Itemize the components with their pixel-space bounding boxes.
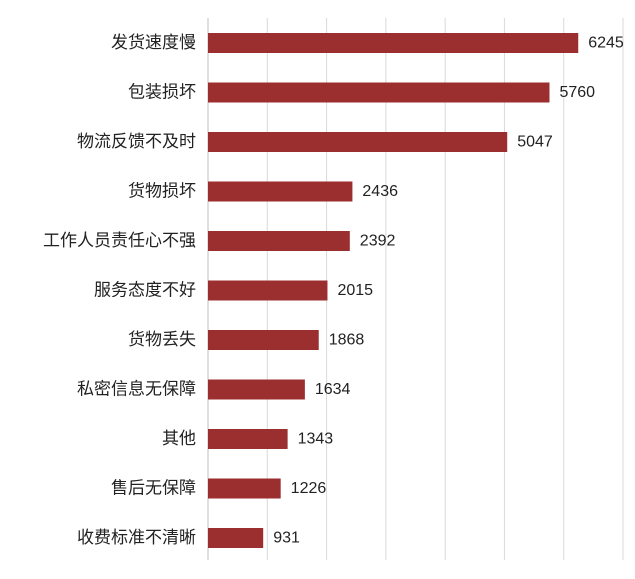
data-label: 1226 <box>291 480 327 497</box>
bar <box>208 82 550 103</box>
bar <box>208 429 288 449</box>
category-label: 货物丢失 <box>128 330 196 350</box>
data-label: 2015 <box>337 282 373 299</box>
category-label: 工作人员责任心不强 <box>43 231 196 251</box>
bar <box>208 181 353 202</box>
category-label: 售后无保障 <box>111 479 196 499</box>
bar <box>208 379 305 400</box>
bar <box>208 33 579 53</box>
bar <box>208 132 508 152</box>
category-label: 其他 <box>162 429 196 449</box>
data-label: 1343 <box>298 431 334 448</box>
bar <box>208 528 264 548</box>
bar <box>208 330 319 350</box>
data-label: 2436 <box>362 183 398 200</box>
data-label: 5047 <box>517 134 553 151</box>
bar <box>208 280 328 301</box>
data-label: 1634 <box>315 381 351 398</box>
data-label: 931 <box>273 530 300 547</box>
category-label: 服务态度不好 <box>94 281 196 301</box>
category-label: 物流反馈不及时 <box>77 132 196 152</box>
bar <box>208 231 350 251</box>
bar <box>208 478 281 499</box>
category-label: 收费标准不清晰 <box>77 528 196 548</box>
category-label: 包装损坏 <box>128 83 196 103</box>
data-label: 6245 <box>588 35 624 52</box>
data-label: 1868 <box>329 332 365 349</box>
category-label: 发货速度慢 <box>111 32 196 53</box>
data-label: 2392 <box>360 233 396 250</box>
data-label: 5760 <box>559 84 595 101</box>
category-label: 货物损坏 <box>128 182 196 202</box>
category-label: 私密信息无保障 <box>77 380 196 400</box>
